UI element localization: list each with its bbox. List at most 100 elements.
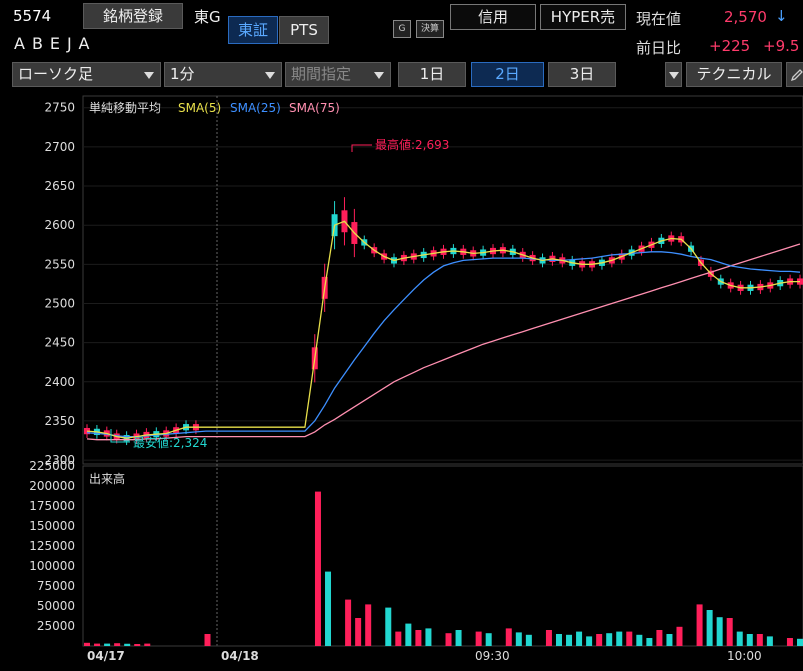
volume-bar — [455, 630, 462, 646]
day-1-button[interactable]: 1日 — [398, 62, 466, 87]
tab-tosho[interactable]: 東証 — [228, 16, 278, 44]
volume-bar — [626, 631, 633, 646]
volume-bar — [656, 630, 663, 646]
time-tick-label: 04/18 — [221, 649, 259, 663]
volume-tick-label: 125000 — [29, 539, 75, 553]
volume-tick-label: 50000 — [37, 599, 75, 613]
price-tick-label: 2300 — [44, 453, 75, 467]
day-3-button[interactable]: 3日 — [548, 62, 616, 87]
chart-area[interactable]: 2300 2350 2400 2450 2500 2550 2600 2650 2700 2750… — [0, 92, 803, 671]
chevron-down-icon — [374, 72, 384, 79]
volume-bar — [345, 599, 352, 646]
volume-bar — [355, 618, 362, 646]
volume-tick-label: 150000 — [29, 519, 75, 533]
price-tick-label: 2350 — [44, 414, 75, 428]
interval-value: 1分 — [170, 65, 195, 83]
price-axis: 2300 2350 2400 2450 2500 2550 2600 2650 2700 2750 — [44, 101, 75, 467]
volume-bar — [114, 643, 121, 646]
hyper-sell-button[interactable]: HYPER売 — [540, 4, 626, 30]
low-marker — [110, 429, 130, 443]
volume-tick-label: 225000 — [29, 459, 75, 473]
volume-bar — [134, 644, 141, 646]
period-value: 期間指定 — [291, 65, 352, 83]
volume-bar — [445, 633, 452, 646]
volume-panel — [82, 465, 803, 647]
chart-type-value: ローソク足 — [18, 65, 94, 83]
volume-tick-label: 25000 — [37, 619, 75, 633]
low-annotation: 最安値:2,324 — [133, 435, 207, 450]
volume-bar — [666, 634, 673, 646]
volume-bar — [104, 643, 111, 646]
volume-bar — [94, 643, 101, 646]
interval-select[interactable]: 1分 — [164, 62, 282, 87]
chevron-down-icon — [669, 72, 679, 79]
tab-pts[interactable]: PTS — [279, 16, 329, 44]
high-annotation: 最高値:2,693 — [375, 137, 449, 152]
down-arrow-icon: ↓ — [775, 7, 788, 25]
volume-tick-label: 100000 — [29, 559, 75, 573]
price-label: 現在値 — [636, 10, 682, 28]
period-select[interactable]: 期間指定 — [285, 62, 391, 87]
volume-bar — [314, 491, 321, 646]
technical-dropdown-button[interactable] — [665, 62, 682, 87]
sma75-line — [86, 243, 801, 441]
volume-bar — [756, 634, 763, 646]
price-tick-label: 2650 — [44, 179, 75, 193]
price-tick-label: 2700 — [44, 140, 75, 154]
time-tick-label: 09:30 — [475, 649, 510, 663]
register-button[interactable]: 銘柄登録 — [83, 3, 183, 29]
volume-bar — [706, 610, 713, 646]
volume-bar — [716, 617, 723, 646]
price-tick-label: 2750 — [44, 101, 75, 115]
price-panel — [82, 95, 803, 465]
volume-bar — [555, 634, 562, 646]
volume-bars — [84, 491, 803, 646]
volume-bar — [515, 632, 522, 646]
volume-bar — [606, 633, 613, 646]
volume-bar — [144, 643, 151, 646]
sma5-line — [86, 220, 800, 439]
technical-button[interactable]: テクニカル — [686, 62, 782, 87]
volume-bar — [766, 636, 773, 646]
pencil-icon[interactable] — [786, 62, 803, 87]
volume-bar — [505, 628, 512, 646]
chart-grid — [83, 96, 803, 647]
stock-name: ABEJA — [14, 34, 97, 53]
volume-axis: 25000 50000 75000 100000 125000 150000 175000 2… — [29, 459, 75, 633]
volume-bar — [726, 618, 733, 646]
volume-bar — [736, 631, 743, 646]
volume-bar — [405, 623, 412, 646]
moving-averages — [86, 220, 801, 441]
time-tick-label: 10:00 — [727, 649, 762, 663]
volume-bar — [696, 604, 703, 646]
volume-bar — [596, 634, 603, 646]
volume-bar — [586, 636, 593, 646]
sma25-line — [86, 251, 801, 438]
g-icon[interactable]: G — [393, 20, 411, 38]
volume-bar — [204, 634, 211, 646]
volume-bar — [786, 638, 793, 646]
volume-bar — [124, 643, 131, 646]
price-tick-label: 2500 — [44, 296, 75, 310]
volume-tick-label: 75000 — [37, 579, 75, 593]
volume-bar — [415, 630, 422, 646]
volume-bar — [525, 634, 532, 646]
volume-bar — [84, 642, 90, 646]
change-value: +225 — [709, 37, 751, 55]
legend-title: 単純移動平均 — [89, 101, 161, 115]
price-value: 2,570 — [724, 8, 767, 26]
volume-bar — [485, 633, 492, 646]
credit-button[interactable]: 信用 — [450, 4, 536, 30]
day-2-button[interactable]: 2日 — [471, 62, 544, 87]
volume-bar — [576, 631, 583, 646]
volume-title: 出来高 — [89, 471, 125, 486]
legend-sma75: SMA(75) — [289, 101, 340, 115]
price-tick-label: 2450 — [44, 336, 75, 350]
annotations: 最高値:2,693 最安値:2,324 — [110, 137, 449, 450]
stock-header: 5574 ABEJA 銘柄登録 東G 東証 PTS G 決算 信用 HYPER売… — [0, 0, 803, 58]
kessan-icon[interactable]: 決算 — [416, 20, 444, 38]
stock-code: 5574 — [13, 7, 52, 25]
volume-bar — [676, 626, 683, 646]
chevron-down-icon — [265, 72, 275, 79]
chart-type-select[interactable]: ローソク足 — [12, 62, 161, 87]
